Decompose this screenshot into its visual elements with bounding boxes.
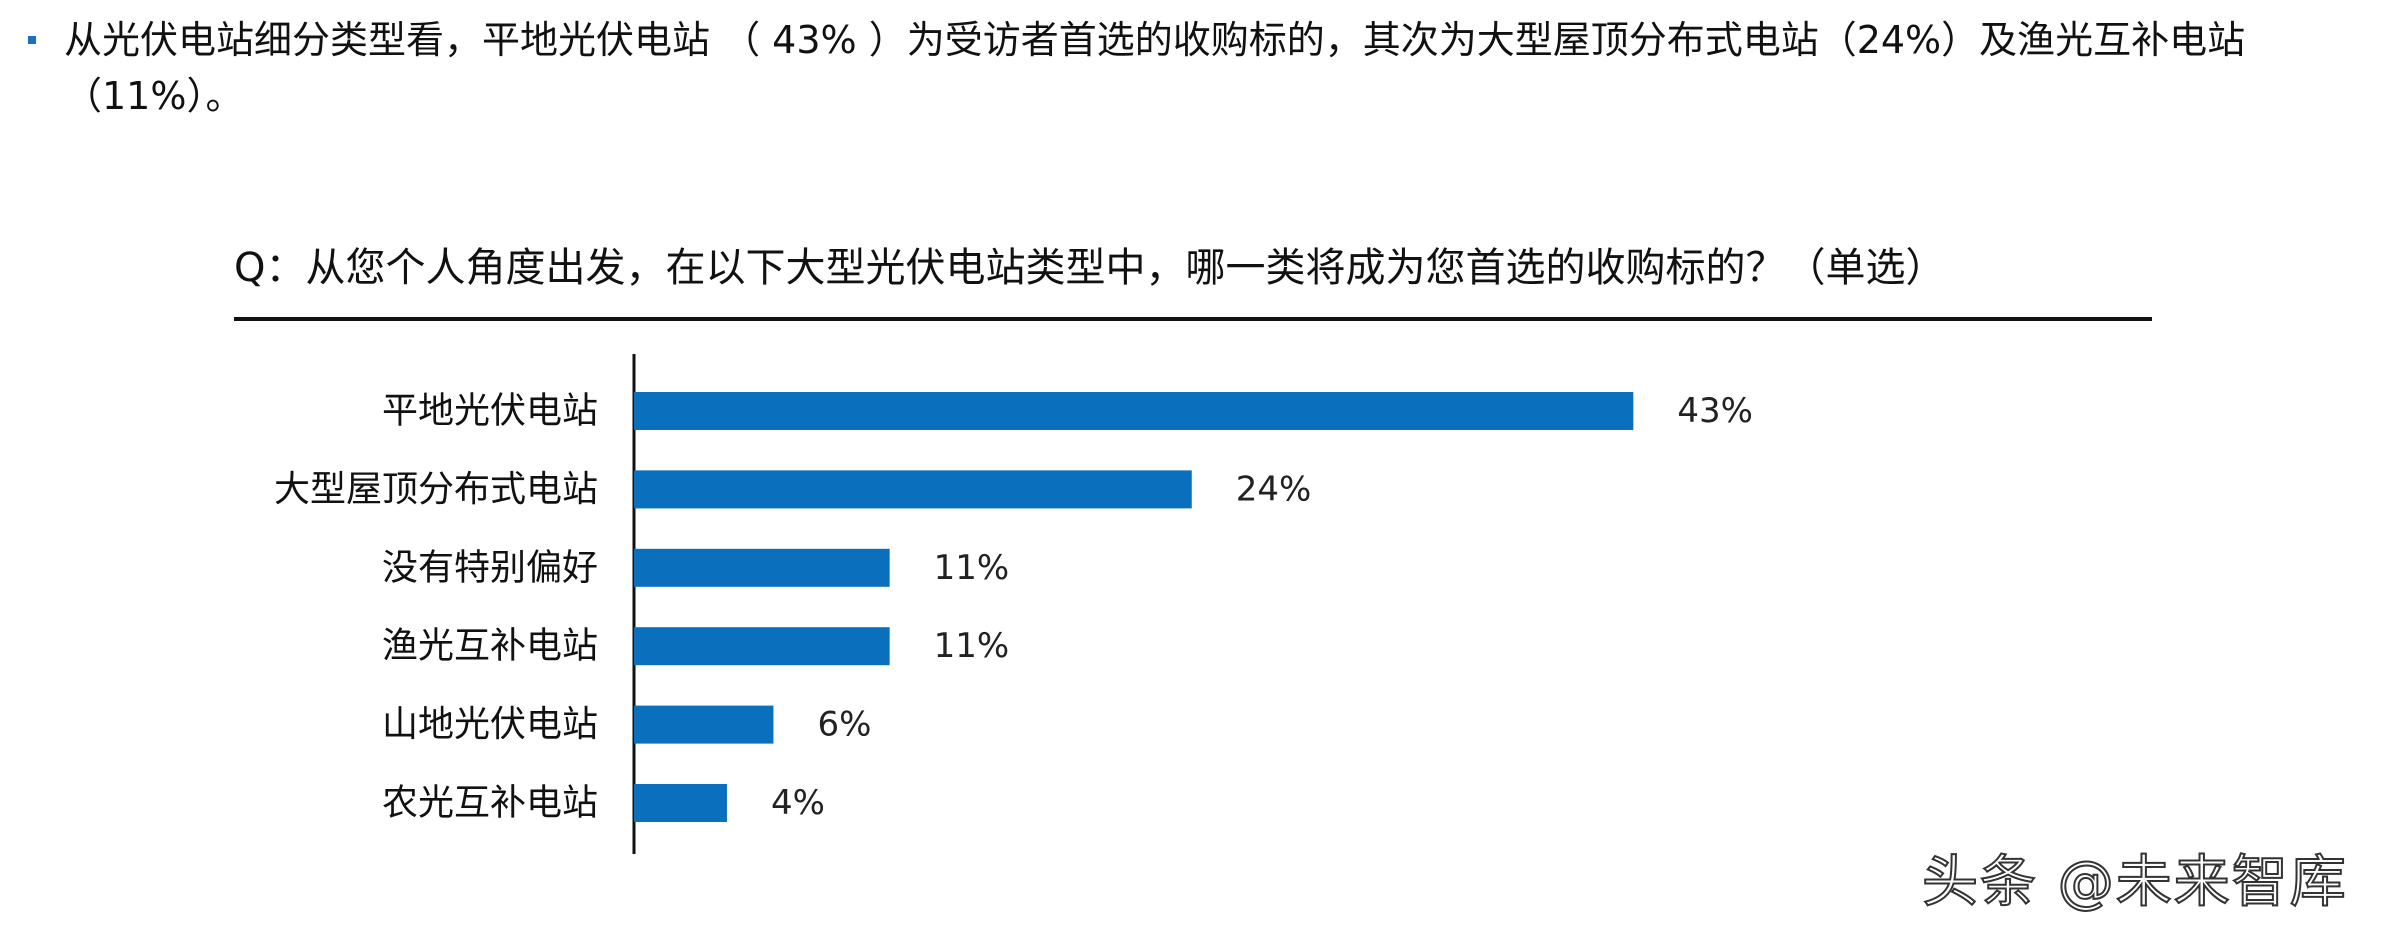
value-label: 24% [1236, 469, 1312, 509]
bar [634, 705, 774, 744]
bullet-marker [28, 36, 36, 44]
category-label: 大型屋顶分布式电站 [274, 469, 598, 510]
value-label: 4% [771, 783, 825, 823]
bar [634, 784, 727, 822]
chart-question: Q：从您个人角度出发，在以下大型光伏电站类型中，哪一类将成为您首选的收购标的？（… [234, 245, 1946, 291]
value-label: 6% [817, 705, 871, 745]
category-label: 渔光互补电站 [382, 626, 598, 667]
category-label: 平地光伏电站 [382, 391, 598, 432]
value-label: 11% [934, 548, 1010, 588]
summary-text: 从光伏电站细分类型看，平地光伏电站 （ 43% ）为受访者首选的收购标的，其次为… [64, 18, 2246, 118]
question-divider [234, 317, 2152, 321]
bar [634, 470, 1192, 509]
bar [634, 392, 1634, 430]
summary-paragraph: 从光伏电站细分类型看，平地光伏电站 （ 43% ）为受访者首选的收购标的，其次为… [28, 12, 2358, 124]
category-label: 农光互补电站 [382, 783, 598, 824]
category-label: 没有特别偏好 [382, 547, 598, 588]
value-label: 11% [934, 626, 1010, 666]
bar [634, 548, 890, 587]
value-label: 43% [1677, 391, 1753, 431]
watermark: 头条 @未来智库 [1921, 849, 2348, 916]
bar [634, 627, 890, 666]
category-label: 山地光伏电站 [382, 704, 598, 745]
